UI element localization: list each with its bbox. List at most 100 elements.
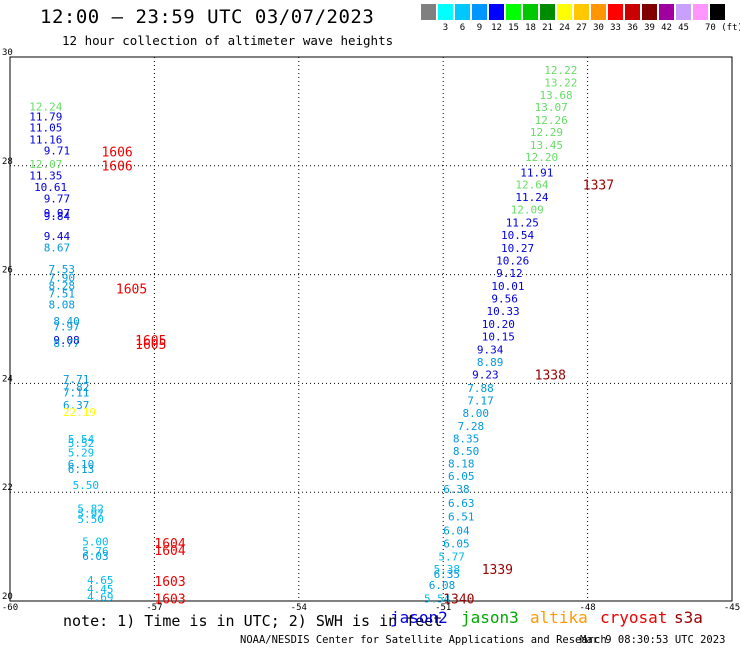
wave-height-label: 13.07 <box>535 101 568 114</box>
x-tick-label: -48 <box>579 603 595 612</box>
color-swatch <box>676 4 691 20</box>
color-swatch <box>659 4 674 20</box>
wave-height-label: 4.65 <box>87 574 114 587</box>
wave-height-label: 7.11 <box>63 387 90 400</box>
wave-height-label: 12.07 <box>29 158 62 171</box>
satellite-altika-label: altika <box>530 608 588 627</box>
color-scale-label: 15 <box>508 23 519 33</box>
wave-height-label: 6.10 <box>68 458 95 471</box>
wave-height-label: 11.16 <box>29 134 62 147</box>
wave-height-label: 11.25 <box>506 216 539 229</box>
color-swatch <box>540 4 555 20</box>
color-scale-label: 12 <box>491 23 502 33</box>
y-tick-label: 24 <box>2 374 13 384</box>
wave-height-label: 10.33 <box>487 305 520 318</box>
pass-time-label: 1604 <box>154 544 185 559</box>
pass-time-label: 1338 <box>535 369 566 384</box>
wave-height-label: 6.38 <box>443 483 470 496</box>
wave-height-label: 10.26 <box>496 254 529 267</box>
satellite-s3a-label: s3a <box>674 608 703 627</box>
generation-timestamp: Mar 9 08:30:53 UTC 2023 <box>580 634 726 646</box>
color-swatch <box>608 4 623 20</box>
pass-time-label: 1603 <box>154 592 185 607</box>
color-scale-label: 33 <box>610 23 621 33</box>
color-swatch <box>523 4 538 20</box>
wave-height-label: 10.61 <box>34 181 67 194</box>
wave-height-label: 9.08 <box>53 334 80 347</box>
color-swatch <box>489 4 504 20</box>
wave-height-label: 4.69 <box>87 591 114 604</box>
wave-height-label: 9.23 <box>472 369 499 382</box>
wave-height-label: 8.28 <box>49 279 76 292</box>
wave-height-label: 5.29 <box>68 446 95 459</box>
color-swatch <box>455 4 470 20</box>
footer-note: note: 1) Time is in UTC; 2) SWH is in fe… <box>63 612 443 630</box>
wave-height-label: 6.13 <box>68 463 95 476</box>
wave-height-label: 6.05 <box>443 537 470 550</box>
y-tick-label: 28 <box>2 157 13 167</box>
wave-height-label: 5.52 <box>68 437 95 450</box>
wave-height-label: 5.00 <box>82 536 109 549</box>
color-swatch <box>642 4 657 20</box>
wave-height-label: 13.68 <box>539 89 572 102</box>
color-swatch <box>472 4 487 20</box>
color-swatch <box>591 4 606 20</box>
x-tick-label: -57 <box>146 603 162 612</box>
wave-height-label: 6.03 <box>82 550 109 563</box>
wave-height-label: 13.45 <box>530 139 563 152</box>
color-swatch <box>438 4 453 20</box>
wave-height-label: 8.67 <box>44 241 70 254</box>
color-swatch <box>557 4 572 20</box>
wave-height-label: 5.76 <box>82 545 109 558</box>
color-scale-label: 21 <box>542 23 553 33</box>
wave-height-label: 9.77 <box>44 192 70 205</box>
wave-height-label: 11.05 <box>29 122 62 135</box>
color-swatch <box>506 4 521 20</box>
wave-height-label: 7.88 <box>467 382 494 395</box>
color-scale-label: 36 <box>627 23 638 33</box>
wave-height-label: 10.27 <box>501 242 534 255</box>
wave-height-label: 8.50 <box>453 445 480 458</box>
color-swatch <box>625 4 640 20</box>
wave-height-label: 7.17 <box>467 394 494 407</box>
color-swatch <box>693 4 708 20</box>
color-scale-label: 27 <box>576 23 587 33</box>
color-scale-label: 45 <box>678 23 689 33</box>
wave-height-label: 5.54 <box>424 592 451 605</box>
plot-frame <box>9 56 733 602</box>
pass-time-label: 1339 <box>482 563 513 578</box>
satellite-jason2-label: jason2 <box>390 608 448 627</box>
wave-height-label: 12.29 <box>530 126 563 139</box>
wave-height-label: 9.56 <box>491 293 518 306</box>
wave-height-label: 11.35 <box>29 170 62 183</box>
wave-height-label: 6.35 <box>434 568 461 581</box>
wave-height-label: 10.01 <box>491 280 524 293</box>
wave-height-label: 5.54 <box>68 433 95 446</box>
wave-height-label: 5.97 <box>77 507 104 520</box>
wave-height-label: 7.97 <box>53 320 80 333</box>
wave-height-label: 8.89 <box>477 356 504 369</box>
x-tick-label: -54 <box>291 603 307 612</box>
wave-height-label: 6.08 <box>429 579 456 592</box>
wave-height-label: 6.63 <box>448 497 475 510</box>
wave-height-label: 9.12 <box>496 267 523 280</box>
wave-height-label: 5.50 <box>77 513 104 526</box>
pass-time-label: 1605 <box>116 283 147 298</box>
wave-height-label: 5.50 <box>73 479 100 492</box>
wave-height-label: 8.77 <box>53 337 80 350</box>
color-scale-label: 24 <box>559 23 570 33</box>
wave-height-label: 7.90 <box>49 271 76 284</box>
color-scale-label: 39 <box>644 23 655 33</box>
color-scale-unit: 70 (ft) <box>705 23 740 33</box>
wave-height-label: 10.54 <box>501 229 534 242</box>
wave-height-label: 7.28 <box>458 420 485 433</box>
pass-time-label: 1605 <box>135 338 166 353</box>
wave-height-label: 8.00 <box>462 407 489 420</box>
wave-height-label: 9.44 <box>44 230 71 243</box>
wave-height-label: 5.38 <box>434 563 461 576</box>
page-subtitle: 12 hour collection of altimeter wave hei… <box>62 33 394 48</box>
wave-height-label: 11.91 <box>520 166 553 179</box>
wave-height-label: 22.19 <box>63 406 96 419</box>
wave-height-plot: -60 -57 -54 -51 -48 -45 20 22 24 26 28 30 12.2411.79… <box>2 48 740 612</box>
wave-height-label: 7.53 <box>49 263 76 276</box>
